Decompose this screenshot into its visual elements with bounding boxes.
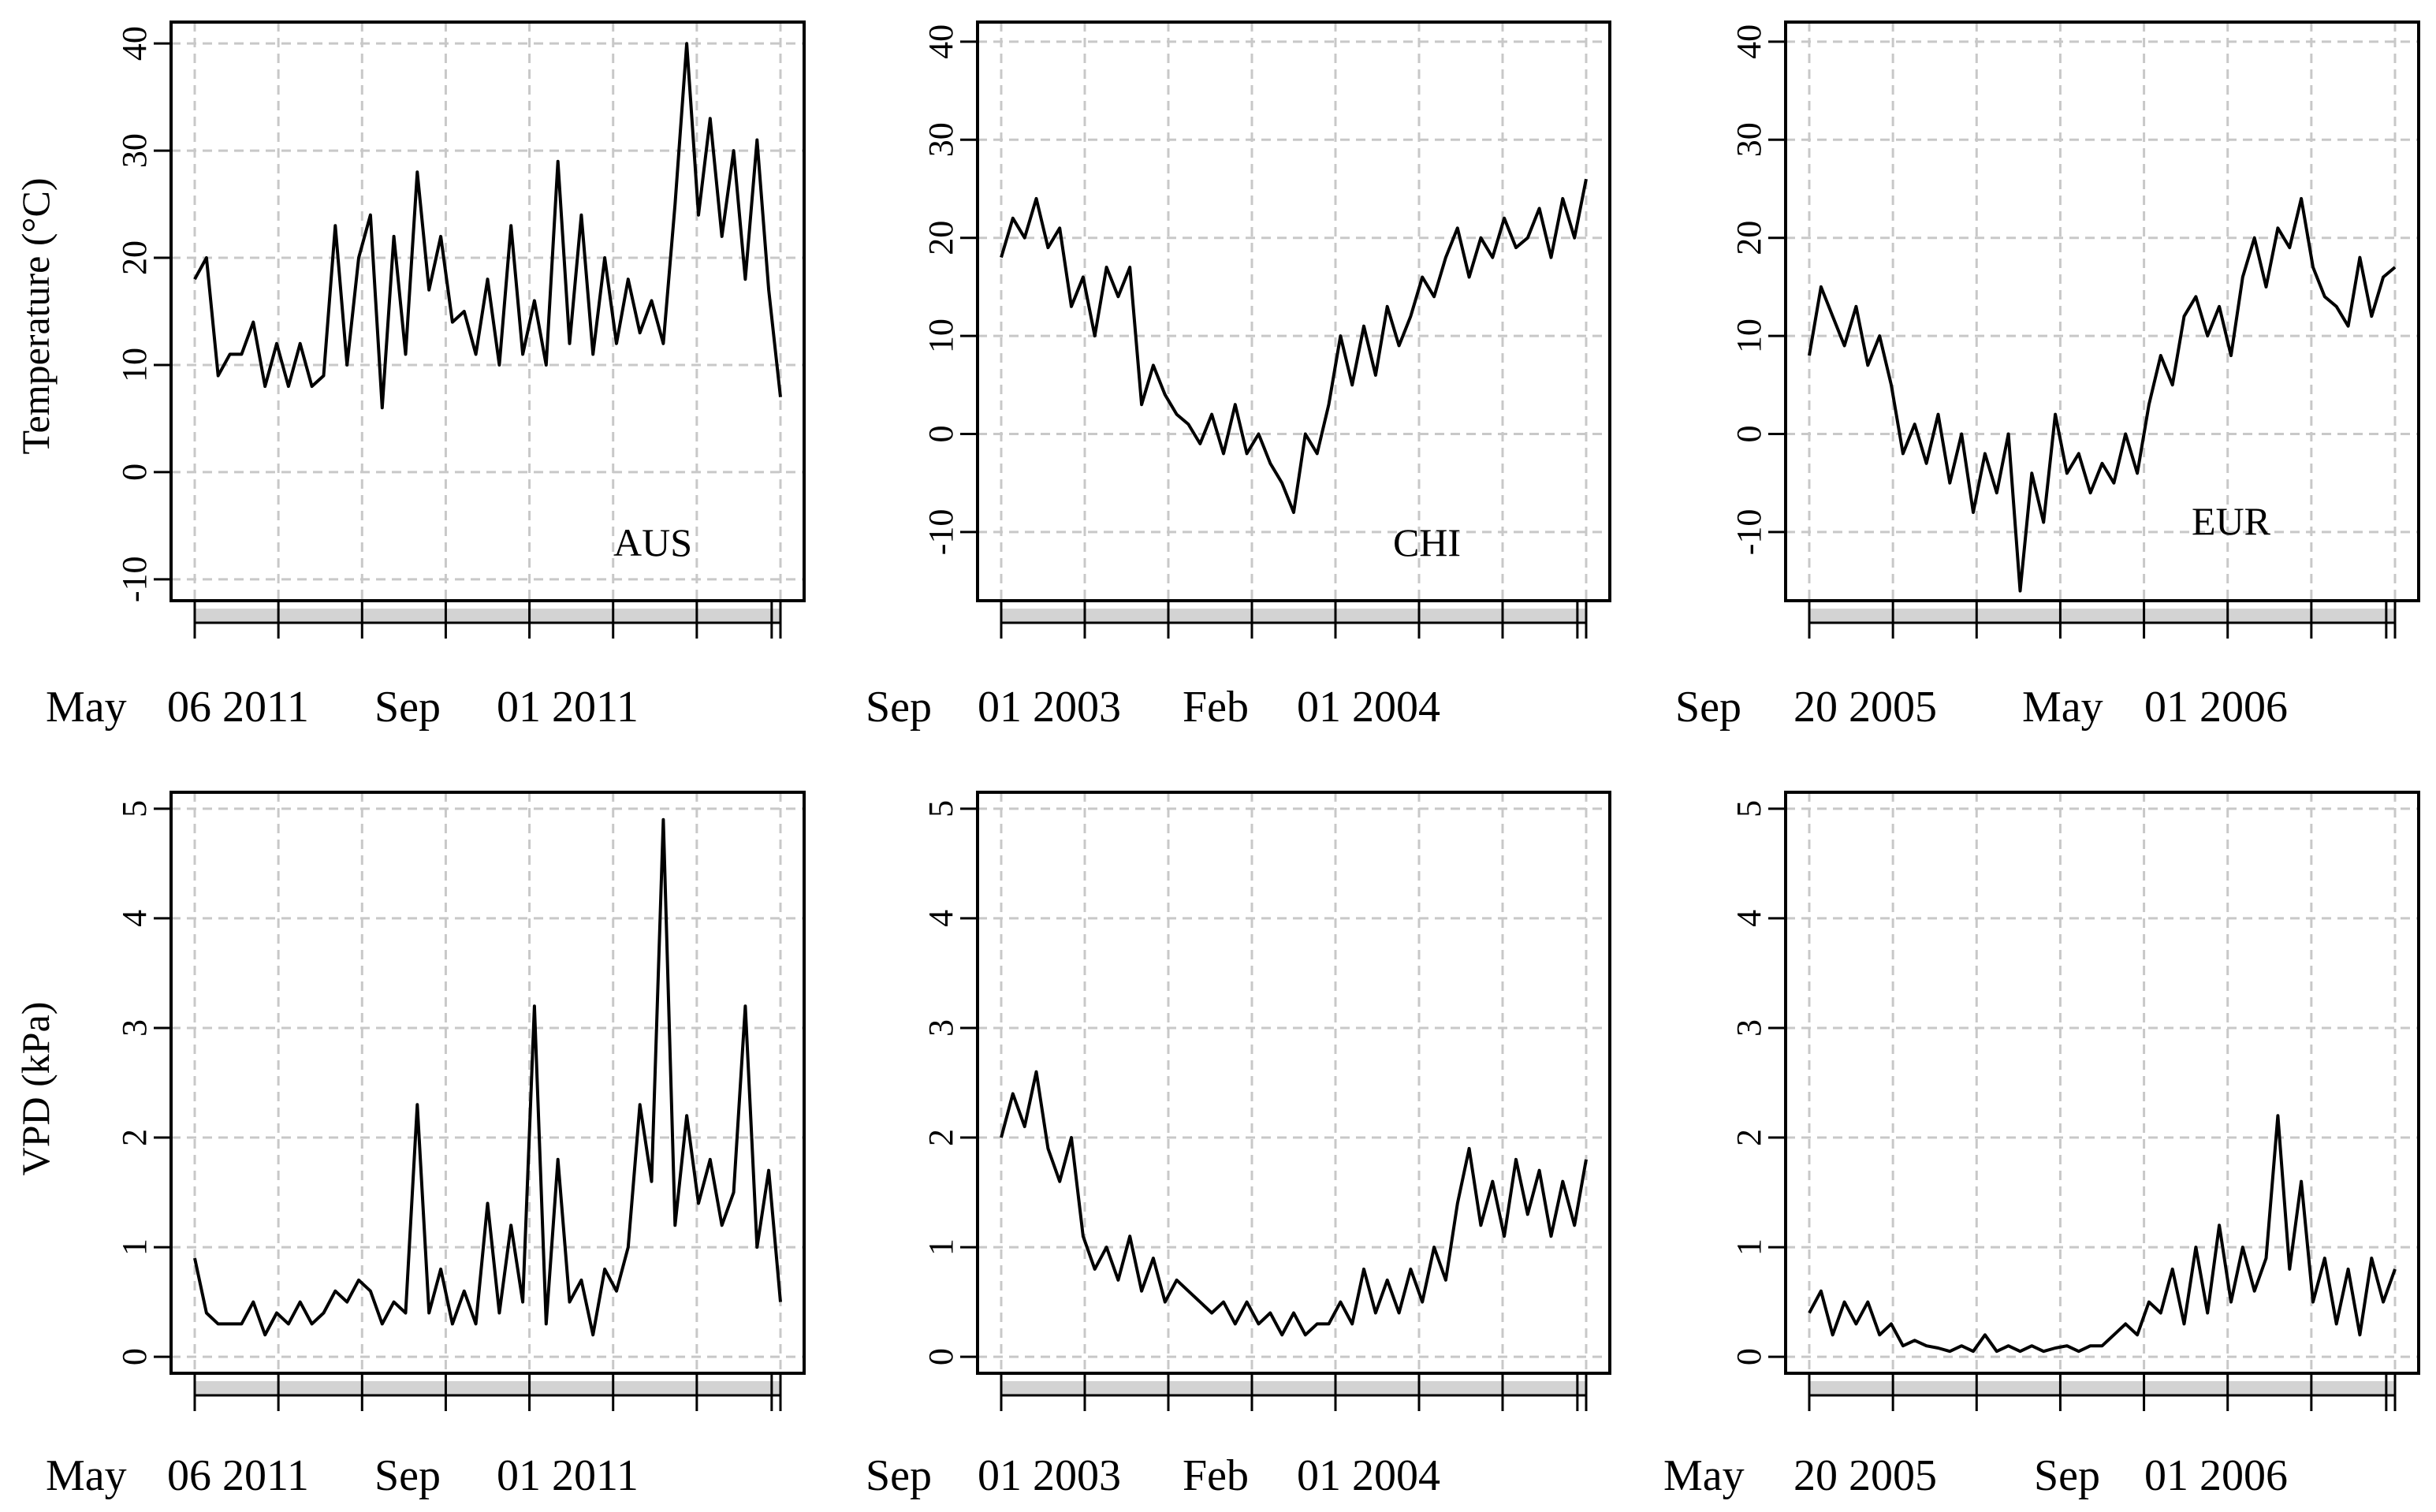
panel-label: EUR: [2192, 499, 2271, 543]
y-tick-label: 0: [1730, 1348, 1768, 1365]
date-label: Sep: [866, 683, 932, 732]
y-tick-label: 0: [922, 1348, 960, 1365]
ylabel-temperature: Temperature (°C): [13, 177, 58, 454]
panel-label: CHI: [1393, 520, 1461, 564]
y-tick-label: 0: [1730, 426, 1768, 443]
y-tick-label: 30: [922, 122, 960, 157]
plot-frame: [976, 791, 1611, 1375]
y-tick-label: 0: [922, 426, 960, 443]
y-tick-label: 2: [115, 1129, 154, 1146]
y-tick-label: 0: [115, 464, 154, 481]
y-tick-label: 20: [115, 240, 154, 275]
date-label: 20 2005: [1793, 1451, 1937, 1500]
plot-frame: [976, 20, 1611, 602]
plot-frame: [169, 20, 806, 602]
series-line: [193, 42, 782, 410]
y-tick-label: 10: [1730, 318, 1768, 353]
chart-panel-aus-0: -10 0 10 20 30 40 May 06 2011 Sep 01 2011 AUS: [46, 20, 806, 732]
date-label: 01 2006: [2144, 683, 2288, 732]
date-label: May: [46, 1451, 127, 1500]
y-tick-label: 2: [1730, 1129, 1768, 1146]
date-label: May: [2022, 683, 2103, 732]
date-label: May: [1663, 1451, 1745, 1500]
y-tick-label: 3: [1730, 1019, 1768, 1037]
y-tick-label: 5: [115, 800, 154, 817]
date-label: 01 2004: [1297, 683, 1440, 732]
date-label: 06 2011: [167, 683, 309, 732]
y-tick-label: 5: [922, 800, 960, 817]
date-label: 01 2003: [978, 683, 1121, 732]
date-label: Sep: [2034, 1451, 2100, 1500]
date-rail: [1809, 609, 2395, 623]
plot-frame: [1784, 791, 2420, 1375]
y-tick-label: 40: [115, 26, 154, 61]
chart-panel-vpd-3: 0 1 2 3 4 5 May 06 2011 Sep 01 2011: [46, 791, 806, 1500]
date-label: Feb: [1183, 1451, 1249, 1500]
chart-panel-eur-2: -10 0 10 20 30 40 Sep 20 2005 May 01 2006 EUR: [1675, 20, 2420, 732]
date-rail: [195, 1381, 780, 1395]
y-tick-label: 0: [115, 1348, 154, 1365]
date-label: May: [46, 683, 127, 732]
y-tick-label: 10: [922, 318, 960, 353]
series-line: [1808, 1114, 2397, 1354]
date-label: Feb: [1183, 683, 1249, 732]
chart-panel-vpd-4: 0 1 2 3 4 5 Sep 01 2003 Feb 01 2004: [866, 791, 1611, 1500]
date-label: 06 2011: [167, 1451, 309, 1500]
series-line: [1808, 196, 2397, 593]
date-rail: [1001, 1381, 1586, 1395]
series-line: [193, 817, 782, 1337]
y-tick-label: 4: [115, 910, 154, 927]
y-tick-label: 40: [1730, 24, 1768, 59]
y-tick-label: 5: [1730, 800, 1768, 817]
y-tick-label: 30: [1730, 122, 1768, 157]
date-label: 01 2011: [497, 683, 639, 732]
y-tick-label: -10: [922, 509, 960, 556]
date-label: 01 2011: [497, 1451, 639, 1500]
chart-panel-vpd-5: 0 1 2 3 4 5 May 20 2005 Sep 01 2006: [1663, 791, 2420, 1500]
y-tick-label: -10: [1730, 509, 1768, 556]
series-line: [1000, 1070, 1588, 1337]
date-label: 01 2004: [1297, 1451, 1440, 1500]
y-tick-label: 20: [922, 221, 960, 255]
y-tick-label: 1: [922, 1238, 960, 1256]
date-rail: [195, 609, 780, 623]
y-tick-label: 30: [115, 133, 154, 168]
y-tick-label: 3: [115, 1019, 154, 1037]
y-tick-label: 20: [1730, 221, 1768, 255]
date-label: Sep: [374, 1451, 441, 1500]
y-tick-label: 4: [1730, 910, 1768, 927]
ylabel-vpd: VPD (kPa): [13, 1002, 58, 1176]
date-label: 20 2005: [1793, 683, 1937, 732]
date-rail: [1001, 609, 1586, 623]
date-rail: [1809, 1381, 2395, 1395]
chart-panel-chi-1: -10 0 10 20 30 40 Sep 01 2003 Feb 01 2004 CHI: [866, 20, 1611, 732]
y-tick-label: -10: [115, 556, 154, 602]
date-label: 01 2006: [2144, 1451, 2288, 1500]
panel-label: AUS: [613, 520, 692, 564]
date-label: Sep: [374, 683, 441, 732]
plot-frame: [169, 791, 806, 1375]
y-tick-label: 10: [115, 348, 154, 382]
series-line: [1000, 178, 1588, 514]
plot-frame: [1784, 20, 2420, 602]
date-label: Sep: [866, 1451, 932, 1500]
y-tick-label: 3: [922, 1019, 960, 1037]
y-tick-label: 1: [1730, 1238, 1768, 1256]
date-label: 01 2003: [978, 1451, 1121, 1500]
y-tick-label: 2: [922, 1129, 960, 1146]
y-tick-label: 1: [115, 1238, 154, 1256]
y-tick-label: 4: [922, 910, 960, 927]
date-label: Sep: [1675, 683, 1741, 732]
y-tick-label: 40: [922, 24, 960, 59]
